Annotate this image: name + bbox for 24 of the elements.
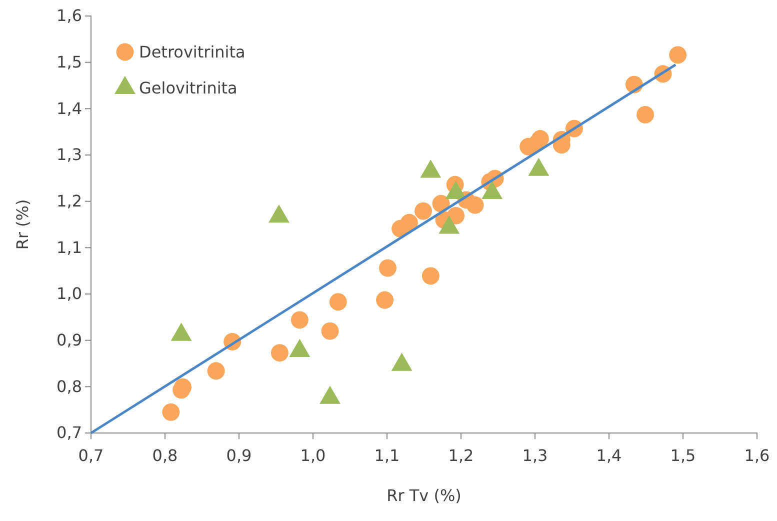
x-tick-label: 1,0 <box>300 446 326 466</box>
y-tick-label: 1,6 <box>56 6 82 26</box>
x-tick-label: 0,7 <box>78 446 104 466</box>
x-axis-title: Rr Tv (%) <box>386 486 462 505</box>
y-tick-label: 1,3 <box>56 145 82 164</box>
y-tick-label: 0,9 <box>56 330 82 350</box>
x-tick-label: 1,1 <box>374 446 400 466</box>
x-tick-label: 1,4 <box>596 446 622 466</box>
legend-label: Gelovitrinita <box>139 78 238 98</box>
y-tick-label: 1,4 <box>56 98 82 118</box>
x-tick-label: 1,5 <box>670 446 696 466</box>
y-axis-title: Rr (%) <box>13 199 32 250</box>
x-tick-label: 0,8 <box>152 446 178 466</box>
y-tick-label: 0,7 <box>56 423 82 442</box>
x-tick-label: 1,2 <box>448 446 474 466</box>
y-tick-label: 1,2 <box>56 191 82 210</box>
y-tick-label: 1,0 <box>56 284 82 304</box>
x-tick-label: 0,9 <box>226 446 252 466</box>
y-tick-label: 0,8 <box>56 376 82 396</box>
y-tick-label: 1,1 <box>56 238 82 257</box>
x-tick-label: 1,6 <box>744 446 770 466</box>
x-tick-label: 1,3 <box>522 446 548 466</box>
y-tick-label: 1,5 <box>56 52 82 72</box>
legend-label: Detrovitrinita <box>139 42 246 62</box>
